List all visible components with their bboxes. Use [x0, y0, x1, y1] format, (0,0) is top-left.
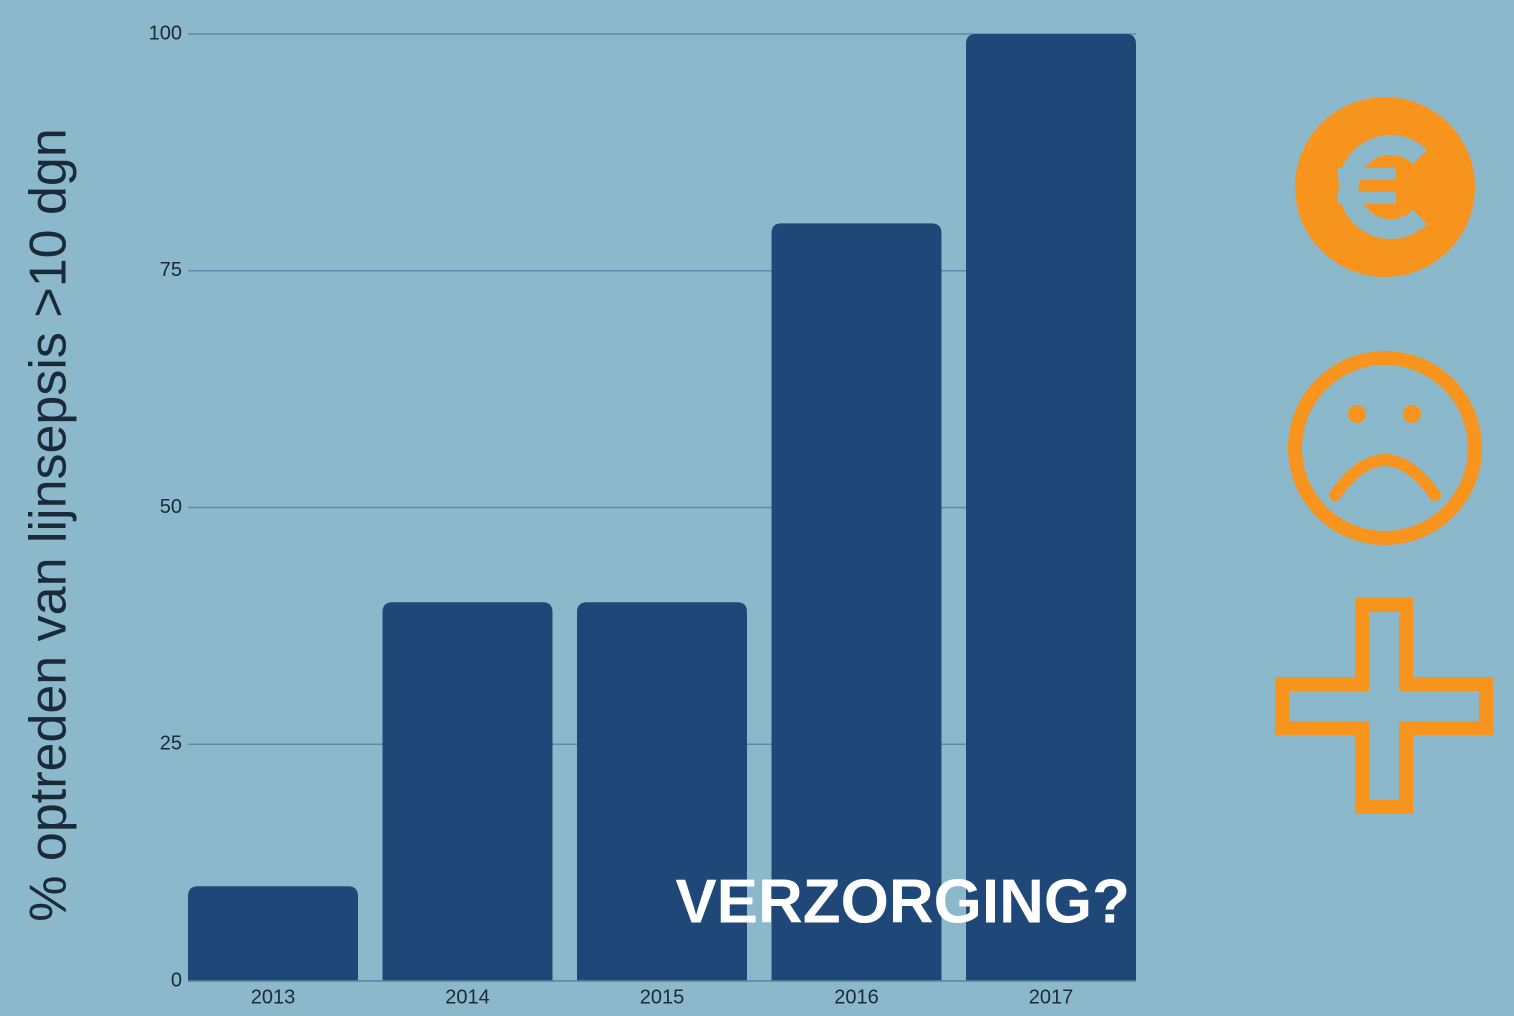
- plot-area: 0 25 50 75 100 2013 2014 2015 2016 2017: [149, 22, 1136, 1008]
- x-tick-label: 2013: [251, 986, 296, 1008]
- plus-icon: [1275, 598, 1493, 814]
- y-tick-label: 75: [160, 259, 182, 281]
- annotation: VERZORGING?: [675, 867, 1130, 936]
- y-tick-label: 25: [160, 733, 182, 755]
- bar: [966, 34, 1136, 981]
- bar: [188, 886, 358, 981]
- x-tick-label: 2014: [445, 986, 490, 1008]
- sad-face-icon: [1288, 351, 1482, 545]
- bar: [382, 602, 553, 981]
- y-tick-label: 50: [160, 496, 182, 518]
- x-tick-label: 2015: [640, 986, 685, 1008]
- y-axis-label: % optreden van lijnsepsis >10 dgn: [20, 128, 78, 922]
- x-tick-label: 2017: [1029, 986, 1074, 1008]
- y-tick-label: 0: [171, 969, 182, 991]
- x-tick-label: 2016: [834, 986, 879, 1008]
- bar: [771, 223, 942, 981]
- bar: [577, 602, 747, 981]
- y-tick-label: 100: [149, 22, 182, 44]
- euro-icon: [1295, 97, 1475, 277]
